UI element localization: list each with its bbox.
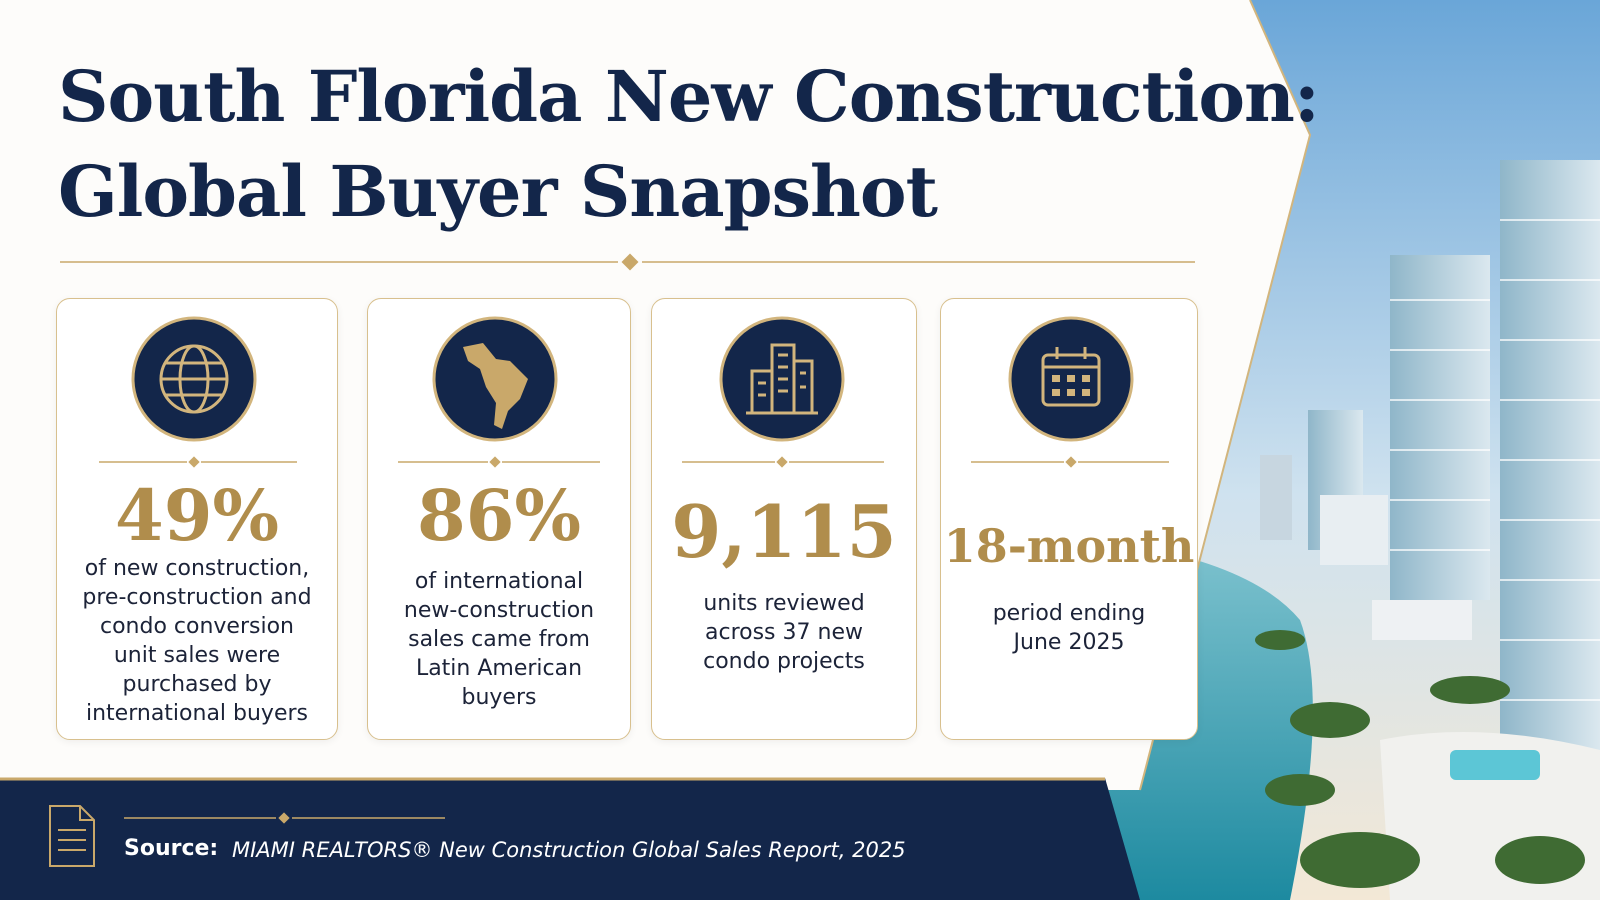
description: period ending June 2025 [992, 601, 1146, 655]
city-photo [1100, 0, 1600, 900]
document-icon [49, 805, 95, 867]
source-text: MIAMI REALTORS® New Construction Global … [232, 838, 906, 862]
stat: 49% [115, 474, 279, 557]
footer-divider [124, 812, 445, 824]
card-graphics [99, 316, 297, 468]
stat-card: 18-month period ending June 2025 [940, 298, 1198, 740]
description: units reviewed across 37 new condo proje… [703, 591, 865, 674]
card-graphics [398, 316, 600, 468]
stat: 9,115 [671, 489, 897, 574]
title-line: South Florida New Construction: [58, 55, 1320, 138]
description: of new construction, pre-construction an… [82, 556, 312, 726]
source-label: Source: [124, 836, 219, 861]
stat-card: 86% of international new-construction sa… [367, 298, 631, 740]
card-graphics [971, 316, 1169, 468]
stat-card: 49% of new construction, pre-constructio… [56, 298, 338, 740]
title-divider [60, 253, 1195, 271]
stat-card: 9,115 units reviewed across 37 new condo… [651, 298, 917, 740]
title-line: Global Buyer Snapshot [58, 150, 938, 233]
footer-band [0, 778, 1140, 900]
stat: 18-month [943, 519, 1195, 573]
description: of international new-construction sales … [403, 569, 595, 710]
card-graphics [682, 316, 884, 468]
stat: 86% [417, 474, 581, 557]
